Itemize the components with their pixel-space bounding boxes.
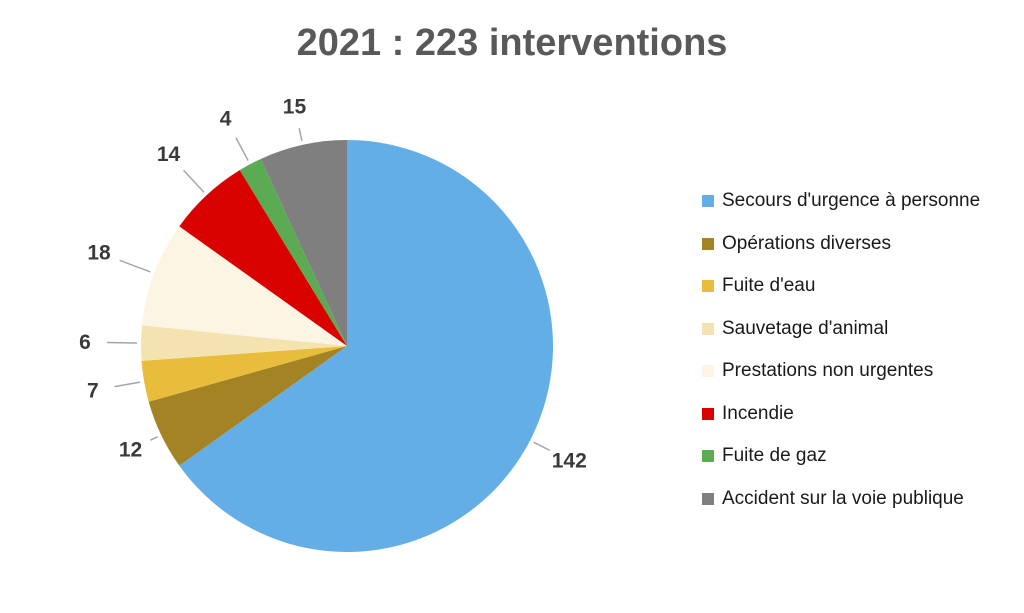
data-label: 6 <box>79 331 91 354</box>
pie-slice <box>141 325 347 361</box>
data-label: 12 <box>119 439 142 462</box>
legend-swatch <box>702 365 714 378</box>
legend-swatch <box>702 195 714 208</box>
pie-slice <box>142 226 347 346</box>
legend-item: Opérations diverses <box>702 223 980 266</box>
legend-item: Prestations non urgentes <box>702 350 980 393</box>
legend-label: Secours d'urgence à personne <box>722 190 981 212</box>
data-labels: 142 12 7 6 18 14 4 15 <box>79 96 587 473</box>
legend-label: Sauvetage d'animal <box>722 317 889 339</box>
pie-slice <box>239 158 347 346</box>
legend-label: Incendie <box>722 402 794 424</box>
legend: Secours d'urgence à personne Opérations d… <box>702 180 980 520</box>
legend-swatch <box>702 322 714 335</box>
data-label: 7 <box>87 379 99 402</box>
legend-item: Accident sur la voie publique <box>702 478 980 521</box>
legend-label: Opérations diverses <box>722 232 891 254</box>
leader-line <box>150 436 158 441</box>
leader-line <box>114 381 141 388</box>
chart-title: 2021 : 223 interventions <box>296 22 728 64</box>
legend-item: Sauvetage d'animal <box>702 308 980 351</box>
legend-swatch <box>702 492 714 505</box>
legend-item: Fuite d'eau <box>702 265 980 308</box>
legend-item: Secours d'urgence à personne <box>702 180 980 223</box>
data-label: 142 <box>552 449 587 472</box>
pie-slice <box>148 346 347 466</box>
data-label: 4 <box>220 107 232 130</box>
legend-swatch <box>702 280 714 293</box>
legend-item: Incendie <box>702 393 980 436</box>
legend-label: Fuite d'eau <box>722 275 816 297</box>
leader-line <box>235 137 249 162</box>
data-label: 15 <box>283 96 307 119</box>
legend-item: Fuite de gaz <box>702 435 980 478</box>
legend-label: Prestations non urgentes <box>722 360 934 382</box>
pie-slice <box>179 140 554 552</box>
legend-swatch <box>702 237 714 250</box>
legend-swatch <box>702 407 714 420</box>
leader-line <box>119 259 151 273</box>
leader-line <box>298 128 303 142</box>
legend-swatch <box>702 450 714 463</box>
leader-lines <box>107 128 551 452</box>
data-label: 14 <box>157 143 181 166</box>
legend-label: Accident sur la voie publique <box>722 487 964 509</box>
pie-slice <box>179 170 347 346</box>
leader-line <box>182 169 205 193</box>
leader-line <box>533 441 551 452</box>
legend-label: Fuite de gaz <box>722 445 827 467</box>
data-label: 18 <box>87 242 111 265</box>
pie-slice <box>260 140 347 346</box>
pie-slices <box>141 140 554 552</box>
pie-slice <box>141 346 347 402</box>
